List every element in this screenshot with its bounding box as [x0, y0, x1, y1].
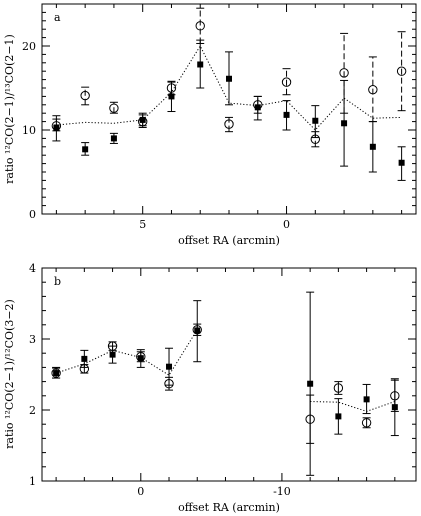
- panel-b-y-tick-label: 4: [29, 262, 36, 275]
- panel-a-circle-point: [339, 68, 349, 78]
- panel-a-square-point: [168, 93, 175, 100]
- panel-a: a 5 0 0 10 20 offset RA (arcmin) ratio ¹²CO(…: [3, 3, 417, 247]
- panel-a-circle-point: [166, 83, 177, 93]
- panel-b-y-axis-label: ratio ¹²CO(2−1)/¹²CO(3−2): [3, 299, 16, 449]
- panel-b-square-point: [335, 413, 342, 420]
- panel-a-tag: a: [54, 11, 61, 24]
- panel-b-y-tick-label: 2: [29, 404, 36, 417]
- panel-b-trend-line: [310, 401, 395, 412]
- panel-b-circle-point: [51, 368, 61, 378]
- panel-b-square-point: [166, 363, 173, 370]
- panel-b-y-tick-label: 1: [29, 475, 36, 488]
- panel-b-ticks: 0 -10 1 2 3 4: [29, 262, 416, 498]
- panel-a-square-point: [82, 146, 89, 153]
- panel-b-tag: b: [54, 275, 61, 288]
- panel-a-circle-point: [224, 119, 234, 129]
- panel-b-circle-point: [136, 352, 146, 362]
- panel-a-y-axis-label: ratio ¹²CO(2−1)/¹³CO(2−1): [3, 34, 16, 184]
- panel-b-square-point: [81, 355, 88, 362]
- panel-a-circle-point: [137, 116, 148, 127]
- panel-a-circle-point: [396, 66, 407, 76]
- panel-b-trend-line: [55, 329, 198, 376]
- panel-b-circle-point: [390, 391, 400, 401]
- panel-a-square-point: [283, 111, 290, 118]
- panel-b: b 0 -10 1 2 3 4 offset RA (arcmin) ratio ¹²CO…: [3, 262, 417, 514]
- panel-a-x-axis-label: offset RA (arcmin): [178, 234, 280, 247]
- panel-a-y-tick-label: 0: [29, 208, 36, 221]
- panel-b-circle-point: [192, 325, 202, 335]
- panel-a-square-point: [398, 159, 405, 166]
- panel-a-y-tick-label: 10: [22, 124, 36, 137]
- panel-a-circle-point: [80, 90, 90, 101]
- panel-b-square-point: [307, 380, 314, 387]
- panel-b-series: [51, 291, 400, 476]
- panel-a-square-point: [341, 120, 348, 127]
- panel-a-square-point: [312, 117, 319, 124]
- panel-a-frame: [41, 3, 417, 215]
- panel-a-square-point: [369, 143, 376, 150]
- panel-b-x-tick-label: -10: [273, 485, 291, 498]
- panel-a-circle-point: [195, 21, 205, 31]
- panel-b-circle-point: [333, 383, 344, 393]
- panel-a-ticks: 5 0 0 10 20: [22, 3, 416, 231]
- panel-a-circle-point: [310, 134, 321, 144]
- panel-a-x-tick-label: 5: [139, 218, 146, 231]
- panel-a-series: [51, 7, 407, 181]
- panel-a-circle-point: [281, 77, 292, 87]
- panel-b-y-tick-label: 3: [29, 333, 36, 346]
- panel-b-square-point: [363, 396, 370, 403]
- panel-a-y-tick-label: 20: [22, 40, 36, 53]
- panel-a-square-point: [197, 61, 204, 68]
- panel-b-square-point: [109, 351, 116, 358]
- panel-a-circle-point: [368, 84, 378, 95]
- panel-a-square-point: [226, 75, 232, 82]
- panel-b-circle-point: [79, 364, 90, 374]
- panel-a-square-point: [110, 135, 117, 142]
- panel-b-x-tick-label: 0: [137, 485, 144, 498]
- panel-b-x-axis-label: offset RA (arcmin): [178, 501, 280, 514]
- panel-a-circle-point: [51, 121, 62, 131]
- panel-b-circle-point: [164, 379, 174, 389]
- panel-b-circle-point: [361, 418, 372, 428]
- panel-a-x-tick-label: 0: [283, 218, 290, 231]
- panel-b-circle-point: [305, 414, 315, 424]
- panel-a-circle-point: [109, 103, 119, 113]
- panel-b-frame: [41, 267, 417, 482]
- panel-a-trend-line: [56, 44, 402, 131]
